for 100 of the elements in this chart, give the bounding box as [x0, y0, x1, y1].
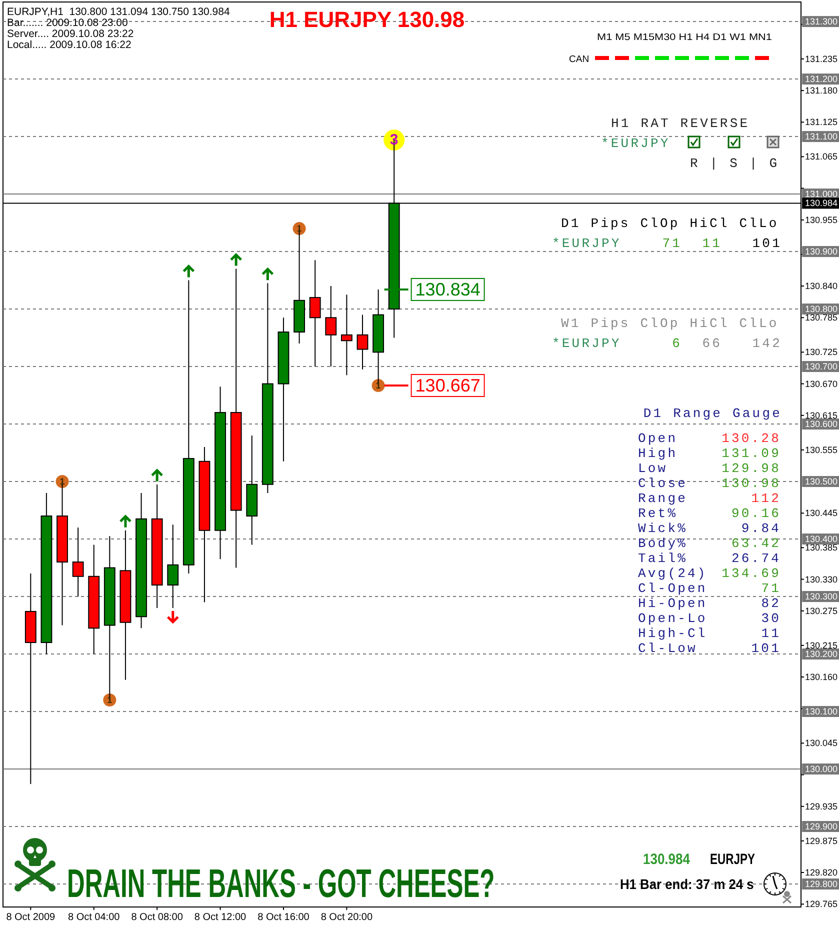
annotation: 101 [751, 641, 781, 656]
annotation: Tail% [638, 551, 688, 566]
annotation: 129.98 [722, 461, 781, 476]
annotation: *EURJPY [552, 236, 622, 251]
y-tick-label: 129.875 [805, 836, 838, 846]
annotation: 9.84 [741, 521, 781, 536]
y-tick-label: 130.785 [805, 312, 838, 323]
y-tick-label: 129.765 [805, 899, 838, 910]
annotation: Local..... 2009.10.08 16:22 [7, 39, 132, 51]
annotation: Cl-Low [638, 641, 698, 656]
x-tick-label: 8 Oct 12:00 [194, 912, 247, 923]
y-tick-label: 130.445 [805, 508, 838, 518]
annotation: Bar....... 2009.10.08 23:00 [7, 17, 128, 29]
y-tick-label: 130.385 [805, 542, 838, 553]
annotation: 11 [761, 626, 781, 641]
annotation: 30 [761, 611, 781, 626]
annotation: 63.42 [731, 536, 781, 551]
annotation: DRAIN THE BANKS - GOT CHEESE? [67, 862, 495, 907]
annotation: Server.... 2009.10.08 23:22 [7, 28, 134, 40]
ref-line-label: 130.300 [805, 592, 838, 602]
annotation: Body% [638, 536, 688, 551]
annotation: Cl-Open [638, 581, 708, 596]
annotation: Wick% [638, 521, 688, 536]
ref-line-label: 129.800 [805, 879, 838, 889]
annotation: M1 M5 M15M30 H1 H4 D1 W1 MN1 [597, 32, 772, 43]
y-tick-label: 129.820 [805, 868, 838, 878]
annotation: 1 [60, 476, 65, 487]
x-tick-label: 8 Oct 20:00 [320, 912, 373, 923]
annotation: Open [638, 431, 678, 446]
y-tick-label: 130.160 [805, 672, 838, 682]
y-tick-label: 130.275 [805, 606, 838, 616]
candlestick [167, 524, 179, 609]
ref-line-label: 130.200 [805, 649, 838, 660]
y-tick-label: 130.615 [805, 410, 838, 420]
x-tick-label: 8 Oct 04:00 [68, 912, 120, 923]
annotation: 26.74 [731, 551, 781, 566]
y-tick-label: 131.065 [805, 152, 838, 162]
ref-line-label: 130.700 [805, 362, 838, 372]
annotation: CAN [569, 54, 590, 65]
annotation: Close [638, 476, 688, 491]
annotation: Open-Lo [638, 611, 708, 626]
annotation: 90.16 [731, 506, 781, 521]
y-tick-label: 131.180 [805, 86, 838, 96]
annotation: Low [638, 461, 668, 476]
ref-line-label: 130.800 [805, 304, 838, 314]
annotation: H1 Bar end: 37 m 24 s [620, 876, 754, 892]
annotation: 112 [751, 491, 781, 506]
annotation: *EURJPY [601, 136, 670, 151]
annotation: 101 [752, 236, 782, 251]
annotation: EURJPY,H1 130.800 131.094 130.750 130.984 [7, 6, 230, 18]
annotation: EURJPY [710, 850, 756, 868]
y-tick-label: 129.935 [805, 801, 838, 812]
x-tick-label: 8 Oct 16:00 [258, 912, 310, 923]
annotation: Avg(24) [638, 566, 708, 581]
ref-line-label: 129.900 [805, 822, 838, 832]
annotation: *EURJPY [552, 336, 622, 351]
candlestick [72, 527, 84, 598]
annotation: 71 [761, 581, 781, 596]
annotation: Range [638, 491, 688, 506]
ref-line-label: 130.100 [805, 706, 838, 717]
annotation: 6 [672, 336, 682, 351]
y-tick-label: 130.215 [805, 640, 838, 650]
annotation: 131.09 [722, 446, 781, 461]
annotation: D1 Range Gauge [643, 406, 782, 421]
annotation: 3 [390, 131, 398, 148]
ref-line-label: 130.984 [805, 198, 838, 208]
ref-line-label: 131.200 [805, 74, 838, 84]
ref-line-label: 130.500 [805, 476, 838, 487]
annotation: R | S | G [690, 156, 780, 171]
annotation: High-Cl [638, 626, 708, 641]
ref-line-label: 130.600 [805, 419, 838, 430]
annotation: 130.984 [643, 850, 690, 868]
candlestick [325, 286, 337, 368]
annotation: 130.667 [415, 376, 480, 396]
ref-line-label: 131.300 [805, 16, 838, 27]
annotation: 130.28 [722, 431, 781, 446]
x-tick-label: 8 Oct 08:00 [131, 912, 184, 923]
annotation: D1 Pips ClOp HiCl ClLo [561, 216, 779, 231]
y-tick-label: 130.725 [805, 347, 838, 358]
ref-line-label: 131.000 [805, 189, 838, 200]
annotation: 1 [376, 380, 381, 391]
y-tick-label: 130.840 [805, 281, 838, 292]
annotation: 66 [702, 336, 722, 351]
annotation: Hi-Open [638, 596, 708, 611]
annotation: 1 [107, 695, 112, 706]
annotation: 1 [296, 224, 302, 234]
y-tick-label: 131.235 [805, 54, 838, 64]
candlestick [309, 260, 321, 368]
ref-line-label: 130.400 [805, 534, 838, 544]
annotation: 82 [761, 596, 781, 611]
annotation: 142 [752, 336, 782, 351]
y-tick-label: 131.125 [805, 117, 838, 128]
x-tick-label: 8 Oct 2009 [6, 912, 56, 923]
candlestick [340, 294, 352, 376]
y-tick-label: 130.045 [805, 738, 838, 748]
y-tick-label: 130.955 [805, 214, 838, 225]
annotation: High [638, 446, 678, 461]
annotation: W1 Pips ClOp HiCl ClLo [561, 316, 779, 331]
y-tick-label: 130.670 [805, 378, 838, 389]
annotation: 130.98 [722, 476, 781, 491]
